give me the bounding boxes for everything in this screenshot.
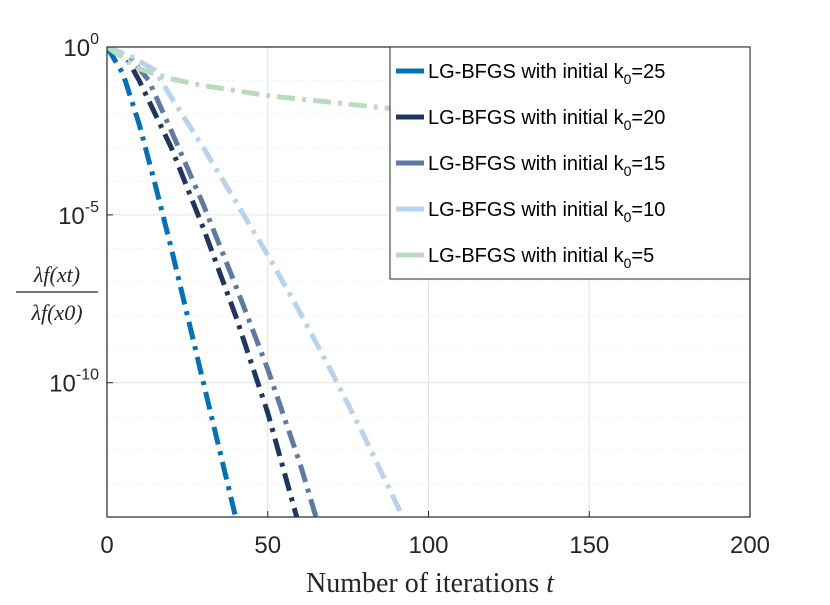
legend-entry: LG-BFGS with initial k0=15 bbox=[428, 153, 665, 179]
legend-entry: LG-BFGS with initial k0=20 bbox=[428, 107, 665, 133]
x-tick-label: 200 bbox=[730, 532, 770, 559]
series-line-4 bbox=[107, 47, 406, 517]
legend: LG-BFGS with initial k0=25 LG-BFGS with i… bbox=[389, 46, 751, 280]
x-tick-label: 50 bbox=[254, 532, 281, 559]
legend-entry: LG-BFGS with initial k0=25 bbox=[428, 61, 665, 87]
y-axis-label-denominator: λf(x0) bbox=[30, 300, 82, 325]
x-tick-label: 100 bbox=[408, 532, 448, 559]
legend-entry: LG-BFGS with initial k0=10 bbox=[428, 199, 665, 225]
y-axis-label-numerator: λf(xt) bbox=[33, 262, 80, 287]
legend-entry: LG-BFGS with initial k0=5 bbox=[428, 245, 654, 271]
x-tick-label: 0 bbox=[100, 532, 113, 559]
y-tick-label: 10-10 bbox=[49, 367, 99, 398]
x-axis-label: Number of iterations t bbox=[306, 568, 555, 599]
series-line-5 bbox=[107, 47, 429, 115]
y-tick-label: 10-5 bbox=[58, 199, 99, 230]
x-axis-ticks: 0 50 100 150 200 bbox=[100, 511, 770, 559]
y-tick-label: 100 bbox=[63, 31, 99, 62]
legend-box bbox=[389, 46, 751, 280]
series-line-1 bbox=[107, 47, 239, 517]
plot-lines bbox=[107, 47, 429, 517]
x-tick-label: 150 bbox=[569, 532, 609, 559]
y-axis-ticks: 100 10-5 10-10 bbox=[49, 31, 113, 398]
y-axis-label: λf(xt) λf(x0) bbox=[16, 262, 98, 325]
